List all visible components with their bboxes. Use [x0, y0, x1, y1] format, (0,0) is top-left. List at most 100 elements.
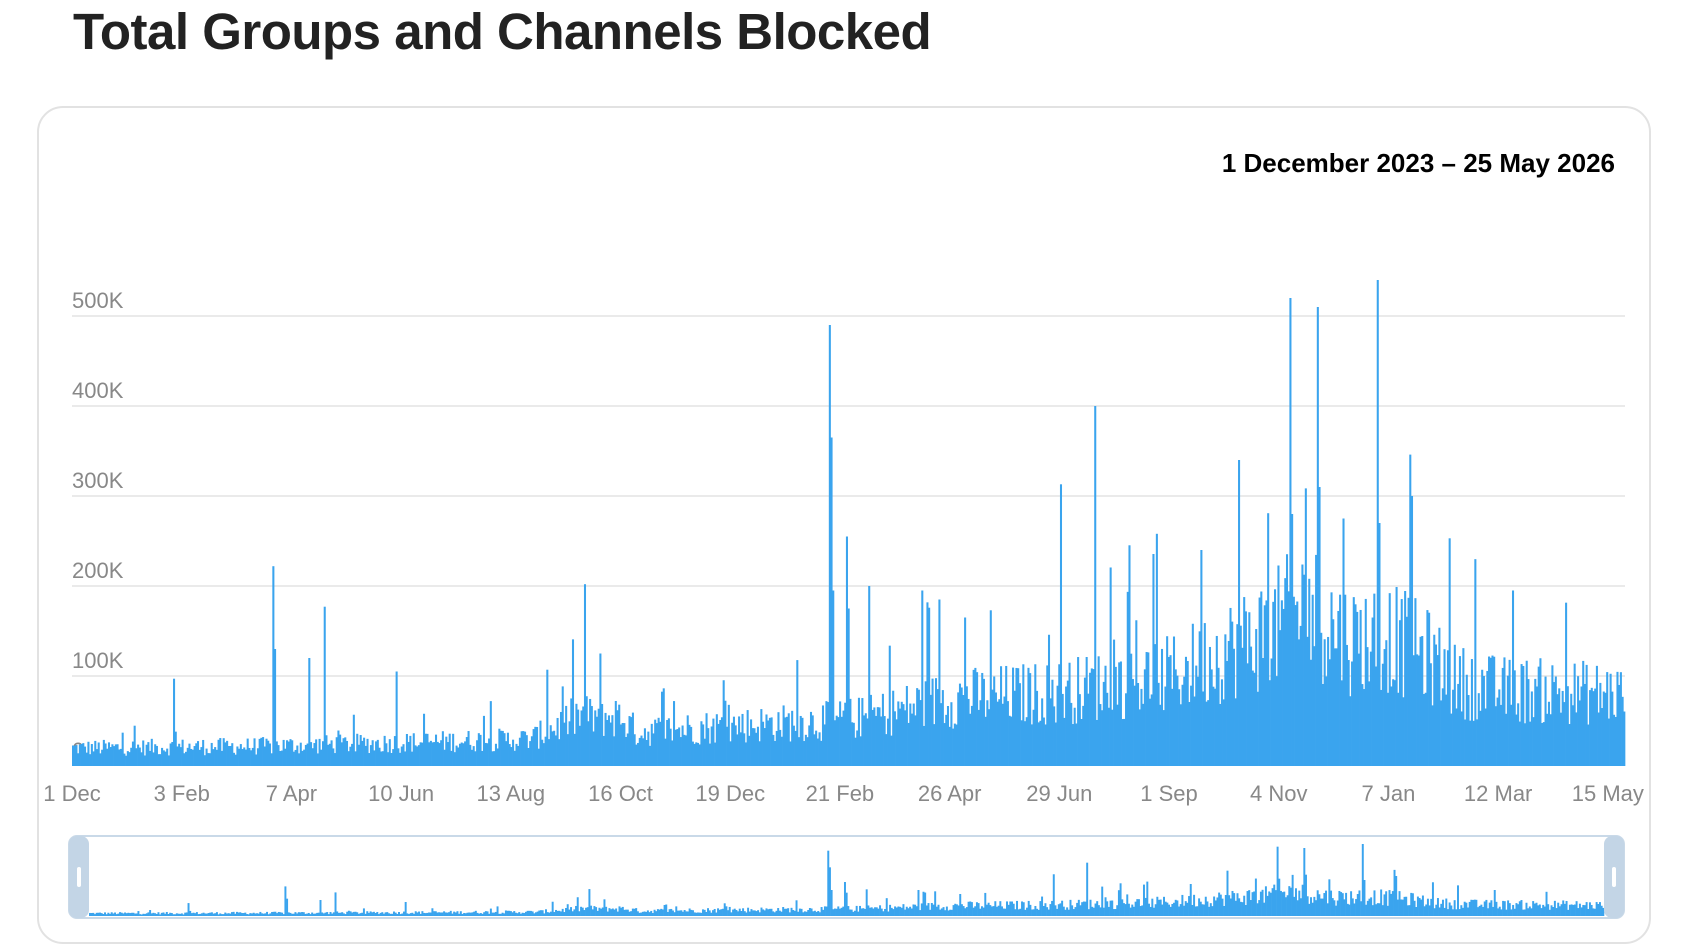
navigator-bar [1351, 898, 1354, 916]
bar [287, 741, 290, 766]
navigator-bar [192, 912, 195, 916]
range-navigator[interactable] [68, 835, 1625, 919]
bar [1563, 702, 1566, 766]
navigator-bar [1294, 888, 1297, 916]
navigator-bar [1513, 908, 1516, 916]
navigator-bar [1112, 909, 1115, 916]
bar [133, 725, 136, 766]
navigator-bar [733, 908, 736, 916]
navigator-bar [1037, 909, 1040, 916]
bar [210, 742, 213, 766]
navigator-bar [860, 908, 863, 916]
bar [536, 726, 539, 766]
bar [1448, 538, 1451, 766]
bar [763, 728, 766, 766]
bar [241, 749, 244, 766]
navigator-bar [922, 891, 925, 916]
navigator-bar [1505, 909, 1508, 916]
bar [393, 736, 396, 766]
navigator-bar [374, 913, 377, 916]
navigator-handle-right[interactable] [1604, 836, 1624, 918]
navigator-bar [550, 911, 552, 916]
navigator-bar [252, 912, 255, 916]
navigator-bar [154, 913, 157, 916]
bar [970, 705, 973, 766]
bar [183, 753, 186, 766]
bar [789, 741, 792, 766]
navigator-bar [444, 912, 447, 916]
bar [530, 736, 533, 766]
navigator-bar [785, 908, 788, 916]
bar [1621, 696, 1624, 766]
navigator-bar [702, 909, 704, 916]
navigator-bar [1042, 905, 1045, 916]
bar [321, 741, 325, 766]
navigator-bar [117, 913, 120, 916]
navigator-bar [713, 908, 716, 916]
bar [583, 584, 587, 766]
navigator-bar [546, 912, 549, 916]
navigator-bar [299, 912, 302, 916]
bar [1272, 601, 1275, 766]
navigator-bar [1373, 890, 1376, 916]
bar [551, 731, 554, 766]
navigator-bar [1341, 893, 1344, 916]
navigator-bar [179, 913, 182, 916]
bar [770, 717, 773, 766]
bar [1590, 687, 1593, 766]
bar [1469, 720, 1472, 766]
bar [1035, 690, 1039, 766]
bar [1013, 690, 1016, 766]
bar [1373, 593, 1376, 766]
navigator-bar [1467, 907, 1469, 916]
bar [1398, 620, 1402, 766]
navigator-bar [1560, 904, 1563, 916]
bar [696, 742, 700, 766]
bar [238, 748, 241, 766]
bar [102, 739, 105, 766]
navigator-bar [1148, 903, 1150, 916]
navigator-handle-left[interactable] [69, 836, 89, 918]
bar [404, 751, 407, 766]
bar [835, 715, 838, 766]
bar [811, 715, 814, 766]
bar [1392, 679, 1395, 766]
bar [506, 732, 509, 766]
navigator-bar [1214, 900, 1217, 916]
bar [815, 730, 818, 766]
bar [1126, 591, 1129, 766]
bar [568, 721, 571, 766]
navigator-bar [1283, 891, 1286, 916]
navigator-bar [939, 909, 942, 916]
navigator-bar [635, 908, 638, 916]
navigator-bar [1567, 909, 1570, 916]
bar [161, 747, 164, 766]
navigator-bar [661, 909, 664, 916]
navigator-bar [626, 909, 629, 916]
navigator-bar [1416, 896, 1419, 916]
bar [856, 730, 859, 766]
navigator-bar [254, 913, 257, 916]
navigator-bar [292, 913, 295, 916]
bar [1369, 651, 1372, 766]
bar [1123, 718, 1126, 766]
navigator-bar [1358, 890, 1361, 916]
navigator-bar [1515, 903, 1518, 916]
bar [917, 689, 920, 766]
navigator-bar [1096, 901, 1099, 916]
bar [1003, 696, 1006, 766]
navigator-bar [591, 909, 594, 916]
navigator-bar [519, 913, 522, 916]
bar [253, 738, 256, 766]
navigator-bar [663, 904, 666, 916]
navigator-bar [987, 902, 990, 916]
navigator-bar [1580, 907, 1583, 916]
navigator-bar [797, 911, 800, 916]
navigator-bar [1313, 896, 1316, 916]
navigator-bar [1316, 890, 1319, 916]
navigator-bar [1149, 906, 1152, 916]
bar [1260, 591, 1263, 766]
navigator-bar [1578, 903, 1581, 916]
navigator-bar [1139, 906, 1142, 916]
navigator-bar [827, 850, 830, 916]
